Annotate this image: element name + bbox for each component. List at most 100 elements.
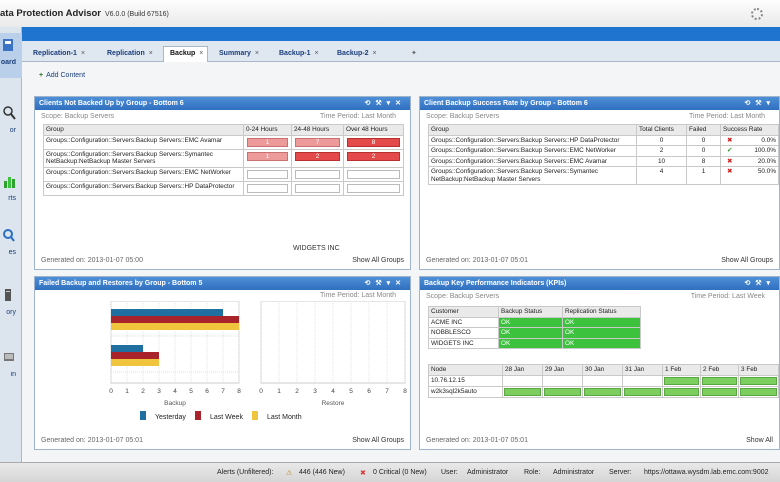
table-row[interactable]: Groups::Configuration::Servers:Backup Se… <box>428 166 779 185</box>
close-icon[interactable]: × <box>314 50 319 57</box>
tab-backup[interactable]: Backup × <box>163 46 209 62</box>
heatmap-cell[interactable]: 2 <box>343 148 404 168</box>
heatmap-cell[interactable]: 7 <box>291 134 344 150</box>
column-header[interactable]: Success Rate <box>720 124 779 136</box>
column-header[interactable]: 0-24 Hours <box>243 124 292 136</box>
column-header[interactable]: 1 Feb <box>662 364 701 376</box>
app-title: ata Protection Advisor V6.0.0 (Build 6751… <box>0 8 169 19</box>
heatmap-cell[interactable] <box>343 180 404 196</box>
column-header[interactable]: 3 Feb <box>738 364 779 376</box>
status-empty <box>624 376 662 385</box>
panel-tools[interactable]: ⟲⚒▾ <box>744 100 775 107</box>
scope-label: Scope: Backup Servers <box>426 113 500 120</box>
table-row[interactable]: Groups::Configuration::Servers:Backup Se… <box>428 155 779 167</box>
heatmap-cell[interactable] <box>291 180 344 196</box>
legend-label[interactable]: Yesterday <box>155 414 186 421</box>
column-header[interactable]: 29 Jan <box>542 364 583 376</box>
close-icon[interactable]: × <box>80 50 86 57</box>
heatmap-cell[interactable] <box>243 166 292 182</box>
column-header[interactable]: Over 48 Hours <box>343 124 404 136</box>
show-all-link[interactable]: Show All <box>746 437 773 444</box>
gear-icon[interactable] <box>751 8 763 20</box>
column-header[interactable]: 31 Jan <box>622 364 663 376</box>
panel-tools[interactable]: ⟲⚒▾✕ <box>364 100 406 107</box>
close-icon[interactable]: × <box>199 50 204 57</box>
column-header[interactable]: Node <box>428 364 503 376</box>
alerts-count[interactable]: 446 (446 New) <box>299 469 345 476</box>
heatmap-cell[interactable]: 1 <box>243 148 292 168</box>
heatmap-cell[interactable]: 2 <box>291 148 344 168</box>
show-all-groups-link[interactable]: Show All Groups <box>721 257 773 264</box>
show-all-groups-link[interactable]: Show All Groups <box>352 437 404 444</box>
bar-last-month[interactable] <box>111 323 239 330</box>
success-rate-value: 20.0% <box>757 157 776 165</box>
tab-summary[interactable]: Summary × <box>212 46 264 62</box>
tab-backup-1[interactable]: Backup-1 × <box>272 46 324 62</box>
tab-replication[interactable]: Replication × <box>100 46 158 62</box>
reports-icon <box>4 177 15 188</box>
column-header[interactable]: 28 Jan <box>502 364 543 376</box>
panel-backup-kpis: Backup Key Performance Indicators (KPIs)… <box>419 276 780 450</box>
bar-last-week[interactable] <box>111 352 159 359</box>
close-icon[interactable]: × <box>372 50 377 57</box>
tab-backup-2[interactable]: Backup-2 × <box>330 46 382 62</box>
column-header[interactable]: 30 Jan <box>582 364 623 376</box>
column-header[interactable]: 24-48 Hours <box>291 124 344 136</box>
x-axis-label: Restore <box>322 400 345 407</box>
bar-yesterday[interactable] <box>111 309 223 316</box>
column-header[interactable]: Customer <box>428 306 499 318</box>
x-tick-label: 6 <box>367 388 371 395</box>
heatmap-cell[interactable] <box>291 166 344 182</box>
column-header[interactable]: 2 Feb <box>700 364 739 376</box>
bar-last-month[interactable] <box>111 359 159 366</box>
table-row[interactable]: ACME INC OK OK <box>428 316 641 328</box>
add-tab-icon[interactable]: ✦ <box>411 50 417 57</box>
tab-replication-1[interactable]: Replication-1 × <box>26 46 90 62</box>
panel-tools[interactable]: ⟲⚒▾ <box>744 280 775 287</box>
add-content-link[interactable]: + Add Content <box>39 72 85 79</box>
sidebar-item-label: ory <box>6 309 16 316</box>
column-header[interactable]: Failed <box>686 124 721 136</box>
sidebar-item-admin[interactable]: in <box>0 345 22 390</box>
heatmap-cell[interactable]: 1 <box>243 134 292 150</box>
sidebar-item-monitor[interactable]: or <box>0 101 22 146</box>
heatmap-cell[interactable] <box>343 166 404 182</box>
bar-yesterday[interactable] <box>111 345 143 352</box>
table-row[interactable]: w2k3sql2k5auto <box>428 385 779 398</box>
table-row[interactable]: Groups::Configuration::Servers:Backup Se… <box>43 134 404 150</box>
column-header[interactable]: Group <box>43 124 244 136</box>
show-all-groups-link[interactable]: Show All Groups <box>352 257 404 264</box>
bar-last-week[interactable] <box>111 316 239 323</box>
table-row[interactable]: Groups::Configuration::Servers:Backup Se… <box>43 180 404 196</box>
sidebar-item-inventory[interactable]: ory <box>0 283 22 328</box>
sidebar-item-dashboard[interactable]: oard <box>0 33 22 78</box>
panel-tools[interactable]: ⟲⚒▾✕ <box>364 280 406 287</box>
close-icon[interactable]: × <box>148 50 153 57</box>
table-row[interactable]: Groups::Configuration::Servers:Backup Se… <box>43 166 404 182</box>
status-ok-bar <box>504 387 541 396</box>
sidebar-item-reports[interactable]: rts <box>0 169 22 214</box>
sidebar-item-queries[interactable]: es <box>0 223 22 268</box>
heatmap-cell[interactable] <box>243 180 292 196</box>
check-icon: ✔ <box>727 147 733 154</box>
legend-label[interactable]: Last Week <box>210 414 243 421</box>
table-row[interactable]: Groups::Configuration::Servers:Backup Se… <box>428 134 779 146</box>
table-row[interactable]: 10.76.12.15 <box>428 374 779 387</box>
node-status-cell <box>738 374 779 387</box>
table-row[interactable]: Groups::Configuration::Servers:Backup Se… <box>43 148 404 168</box>
column-header[interactable]: Total Clients <box>636 124 687 136</box>
heatmap-cell[interactable]: 8 <box>343 134 404 150</box>
table-row[interactable]: Groups::Configuration::Servers:Backup Se… <box>428 145 779 157</box>
critical-count[interactable]: 0 Critical (0 New) <box>373 469 427 476</box>
title-bar: ata Protection Advisor V6.0.0 (Build 6751… <box>0 0 780 27</box>
user-value: Administrator <box>467 469 509 476</box>
legend-label[interactable]: Last Month <box>267 414 302 421</box>
table-row[interactable]: WIDGETS INC OK OK <box>428 337 641 349</box>
table-header-row: Node 28 Jan 29 Jan 30 Jan 31 Jan 1 Feb 2 Feb 3 … <box>428 364 779 376</box>
sidebar-item-label: or <box>9 127 16 134</box>
column-header[interactable]: Group <box>428 124 637 136</box>
table-row[interactable]: NOBBLESCO OK OK <box>428 327 641 339</box>
column-header[interactable]: Backup Status <box>498 306 563 318</box>
close-icon[interactable]: × <box>254 50 259 57</box>
column-header[interactable]: Replication Status <box>562 306 641 318</box>
